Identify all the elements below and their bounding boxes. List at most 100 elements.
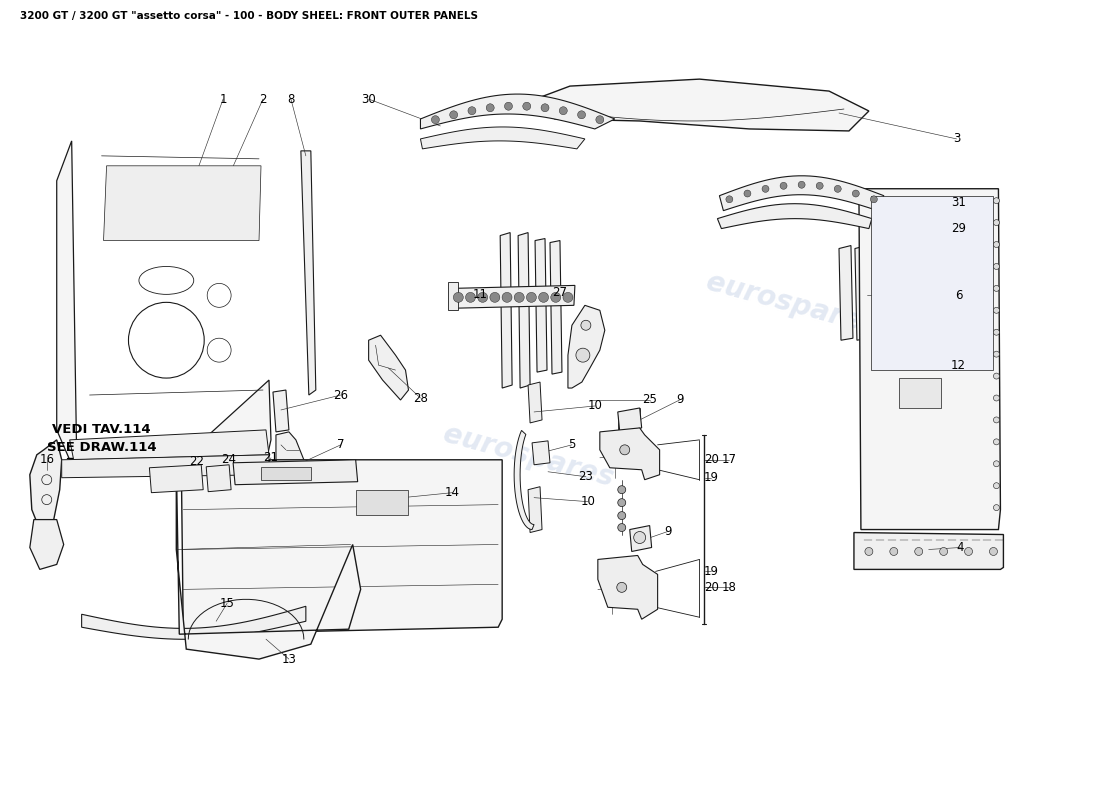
Circle shape — [551, 292, 561, 302]
Circle shape — [468, 106, 476, 114]
Circle shape — [993, 482, 1000, 489]
Circle shape — [618, 498, 626, 506]
Circle shape — [453, 292, 463, 302]
Text: 11: 11 — [473, 288, 487, 301]
Text: 26: 26 — [333, 389, 349, 402]
Circle shape — [993, 417, 1000, 423]
Circle shape — [450, 110, 458, 118]
Circle shape — [993, 286, 1000, 291]
Polygon shape — [600, 428, 660, 480]
Circle shape — [990, 547, 998, 555]
Text: 18: 18 — [722, 581, 737, 594]
Polygon shape — [719, 176, 883, 210]
Circle shape — [490, 292, 499, 302]
Polygon shape — [449, 282, 459, 310]
Circle shape — [619, 445, 629, 455]
Text: 5: 5 — [569, 438, 575, 451]
Circle shape — [527, 292, 537, 302]
Text: 8: 8 — [287, 93, 295, 106]
Circle shape — [486, 104, 494, 112]
Circle shape — [618, 523, 626, 531]
Text: 23: 23 — [579, 470, 593, 483]
Polygon shape — [550, 241, 562, 374]
Polygon shape — [597, 555, 658, 619]
Circle shape — [465, 292, 475, 302]
Circle shape — [780, 182, 786, 190]
Circle shape — [596, 116, 604, 124]
Circle shape — [852, 190, 859, 197]
Circle shape — [514, 292, 525, 302]
Circle shape — [617, 582, 627, 592]
Circle shape — [799, 182, 805, 188]
Polygon shape — [532, 441, 550, 465]
Circle shape — [965, 547, 972, 555]
Polygon shape — [420, 94, 615, 129]
Polygon shape — [301, 151, 316, 395]
Polygon shape — [150, 465, 204, 493]
Circle shape — [762, 186, 769, 192]
Polygon shape — [528, 486, 542, 533]
Polygon shape — [182, 460, 503, 634]
Polygon shape — [69, 430, 270, 460]
Text: 21: 21 — [264, 451, 278, 464]
Text: 19: 19 — [704, 471, 719, 484]
Polygon shape — [81, 606, 306, 639]
Text: 30: 30 — [361, 93, 376, 106]
Polygon shape — [450, 286, 575, 308]
Polygon shape — [859, 189, 1000, 530]
Circle shape — [576, 348, 590, 362]
Text: 3200 GT / 3200 GT "assetto corsa" - 100 - BODY SHEEL: FRONT OUTER PANELS: 3200 GT / 3200 GT "assetto corsa" - 100 … — [20, 11, 477, 22]
Circle shape — [865, 547, 873, 555]
Circle shape — [816, 182, 823, 190]
Polygon shape — [899, 378, 940, 408]
Polygon shape — [855, 246, 869, 340]
Polygon shape — [206, 465, 231, 492]
Circle shape — [993, 220, 1000, 226]
Circle shape — [939, 547, 947, 555]
Circle shape — [505, 102, 513, 110]
Polygon shape — [500, 233, 513, 388]
Polygon shape — [530, 79, 869, 131]
Polygon shape — [717, 204, 872, 229]
Text: 9: 9 — [663, 525, 671, 538]
Circle shape — [993, 242, 1000, 247]
Polygon shape — [62, 455, 270, 478]
Circle shape — [993, 198, 1000, 204]
Circle shape — [618, 486, 626, 494]
Text: 9: 9 — [675, 394, 683, 406]
Polygon shape — [514, 430, 535, 530]
Text: 7: 7 — [337, 438, 344, 451]
Polygon shape — [420, 127, 585, 149]
Circle shape — [993, 330, 1000, 335]
Circle shape — [993, 395, 1000, 401]
Circle shape — [502, 292, 512, 302]
Polygon shape — [535, 238, 547, 372]
Polygon shape — [30, 440, 62, 534]
Polygon shape — [57, 141, 271, 468]
Text: 27: 27 — [552, 286, 568, 299]
Circle shape — [915, 547, 923, 555]
Text: 14: 14 — [444, 486, 460, 499]
Circle shape — [618, 512, 626, 519]
Text: 1: 1 — [219, 93, 227, 106]
Circle shape — [890, 547, 898, 555]
Text: 20: 20 — [704, 581, 719, 594]
Polygon shape — [618, 408, 641, 432]
Circle shape — [726, 196, 733, 202]
Circle shape — [541, 104, 549, 112]
Polygon shape — [233, 460, 358, 485]
Text: 6: 6 — [955, 289, 962, 302]
Circle shape — [522, 102, 530, 110]
Circle shape — [993, 373, 1000, 379]
Circle shape — [993, 307, 1000, 314]
Circle shape — [993, 505, 1000, 510]
Polygon shape — [854, 533, 1003, 570]
Polygon shape — [261, 466, 311, 480]
Circle shape — [431, 116, 439, 124]
Polygon shape — [355, 490, 408, 514]
Circle shape — [634, 531, 646, 543]
Text: eurospares: eurospares — [703, 268, 880, 341]
Text: 25: 25 — [642, 394, 657, 406]
Text: 12: 12 — [952, 358, 966, 372]
Text: 31: 31 — [952, 196, 966, 209]
